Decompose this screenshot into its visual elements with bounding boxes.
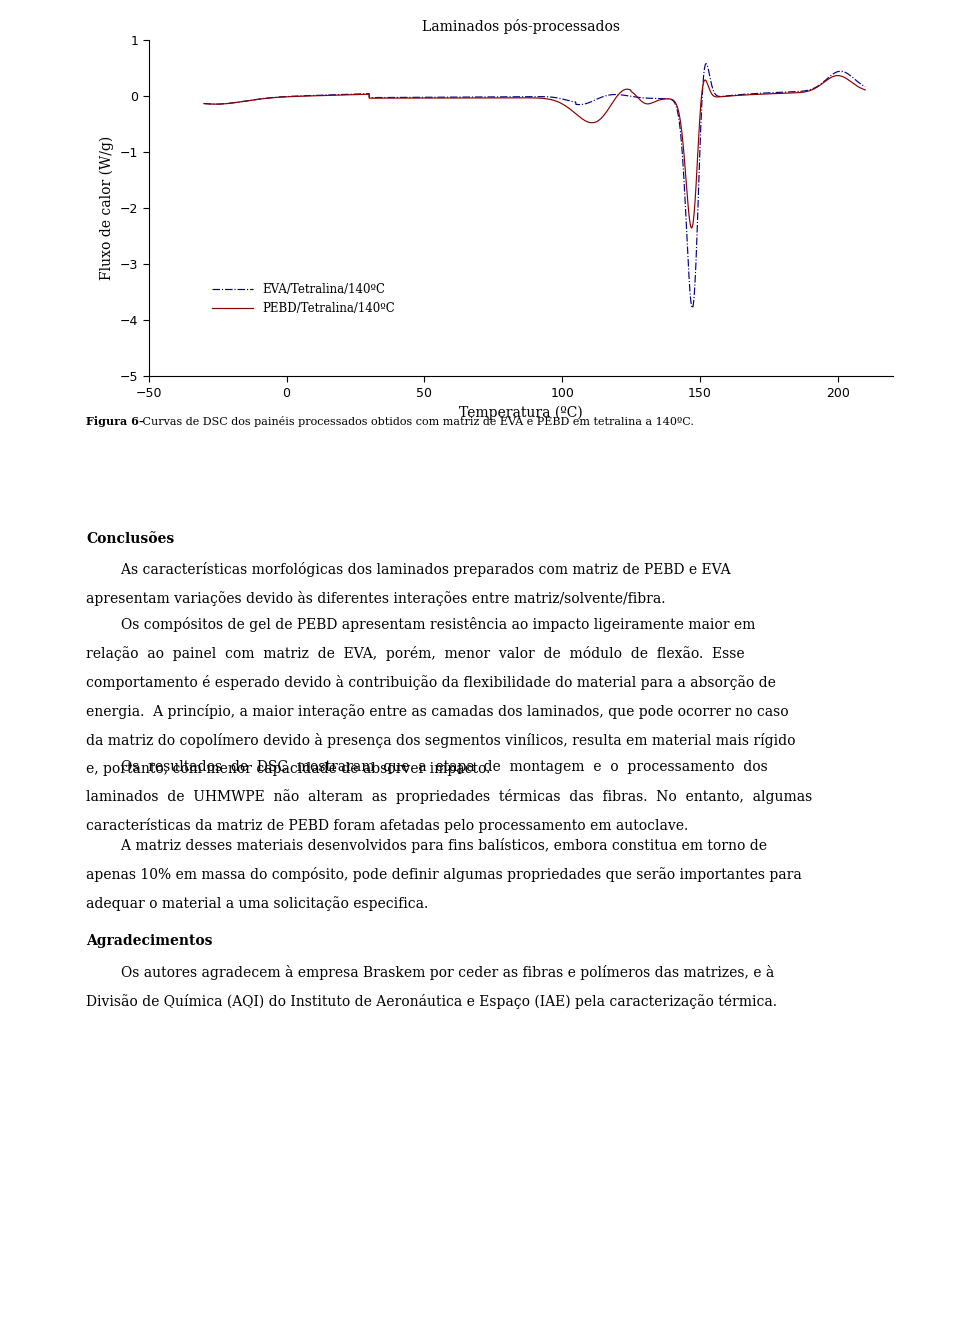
PEBD/Tetralina/140ºC [198, 95, 209, 111]
PEBD/Tetralina/140ºC [832, 67, 844, 83]
PEBD/Tetralina/140ºC [847, 75, 858, 91]
Y-axis label: Fluxo de calor (W/g): Fluxo de calor (W/g) [100, 136, 114, 280]
Text: apresentam variações devido às diferentes interações entre matriz/solvente/fibra: apresentam variações devido às diferente… [86, 590, 666, 606]
EVA/Tetralina/140ºC [480, 89, 492, 104]
Text: adequar o material a uma solicitação especifica.: adequar o material a uma solicitação esp… [86, 896, 429, 911]
Text: Curvas de DSC dos painéis processados obtidos com matriz de EVA e PEBD em tetral: Curvas de DSC dos painéis processados ob… [139, 416, 694, 427]
Text: apenas 10% em massa do compósito, pode definir algumas propriedades que serão im: apenas 10% em massa do compósito, pode d… [86, 867, 803, 882]
PEBD/Tetralina/140ºC [274, 90, 285, 106]
EVA/Tetralina/140ºC [198, 95, 209, 111]
PEBD/Tetralina/140ºC [452, 90, 464, 106]
Text: Figura 6–: Figura 6– [86, 416, 145, 427]
Line: PEBD/Tetralina/140ºC: PEBD/Tetralina/140ºC [204, 75, 865, 229]
Text: energia.  A princípio, a maior interação entre as camadas dos laminados, que pod: energia. A princípio, a maior interação … [86, 704, 789, 719]
PEBD/Tetralina/140ºC [859, 82, 871, 98]
PEBD/Tetralina/140ºC [776, 86, 787, 102]
EVA/Tetralina/140ºC [274, 89, 285, 104]
Text: da matriz do copolímero devido à presença dos segmentos vinílicos, resulta em ma: da matriz do copolímero devido à presenç… [86, 733, 796, 748]
Text: Agradecimentos: Agradecimentos [86, 934, 213, 948]
PEBD/Tetralina/140ºC [480, 90, 492, 106]
Text: Os autores agradecem à empresa Braskem por ceder as fibras e polímeros das matri: Os autores agradecem à empresa Braskem p… [86, 966, 775, 980]
Line: EVA/Tetralina/140ºC: EVA/Tetralina/140ºC [204, 63, 865, 308]
Legend: EVA/Tetralina/140ºC, PEBD/Tetralina/140ºC: EVA/Tetralina/140ºC, PEBD/Tetralina/140º… [206, 279, 399, 320]
Text: Conclusões: Conclusões [86, 532, 175, 546]
Text: relação  ao  painel  com  matriz  de  EVA,  porém,  menor  valor  de  módulo  de: relação ao painel com matriz de EVA, por… [86, 646, 745, 660]
Text: e, portanto, com menor capacidade de absorver impacto.: e, portanto, com menor capacidade de abs… [86, 762, 491, 777]
Text: Divisão de Química (AQI) do Instituto de Aeronáutica e Espaço (IAE) pela caracte: Divisão de Química (AQI) do Instituto de… [86, 995, 778, 1009]
EVA/Tetralina/140ºC [847, 70, 858, 86]
Text: Os compósitos de gel de PEBD apresentam resistência ao impacto ligeiramente maio: Os compósitos de gel de PEBD apresentam … [86, 617, 756, 631]
Text: Os  resultados  de  DSC  mostraram  que  a  etapa  de  montagem  e  o  processam: Os resultados de DSC mostraram que a eta… [86, 760, 768, 774]
X-axis label: Temperatura (ºC): Temperatura (ºC) [459, 406, 583, 420]
Title: Laminados pós-processados: Laminados pós-processados [421, 20, 620, 34]
EVA/Tetralina/140ºC [452, 89, 464, 104]
EVA/Tetralina/140ºC [859, 79, 871, 95]
EVA/Tetralina/140ºC [686, 300, 698, 316]
Text: As características morfológicas dos laminados preparados com matriz de PEBD e EV: As características morfológicas dos lami… [86, 561, 731, 577]
Text: comportamento é esperado devido à contribuição da flexibilidade do material para: comportamento é esperado devido à contri… [86, 675, 777, 690]
PEBD/Tetralina/140ºC [685, 221, 697, 236]
Text: laminados  de  UHMWPE  não  alteram  as  propriedades  térmicas  das  fibras.  N: laminados de UHMWPE não alteram as propr… [86, 789, 813, 804]
PEBD/Tetralina/140ºC [313, 87, 324, 103]
EVA/Tetralina/140ºC [700, 55, 711, 71]
Text: A matriz desses materiais desenvolvidos para fins balísticos, embora constitua e: A matriz desses materiais desenvolvidos … [86, 838, 767, 853]
Text: características da matriz de PEBD foram afetadas pelo processamento em autoclave: características da matriz de PEBD foram … [86, 818, 688, 834]
EVA/Tetralina/140ºC [313, 87, 324, 103]
EVA/Tetralina/140ºC [776, 85, 787, 100]
